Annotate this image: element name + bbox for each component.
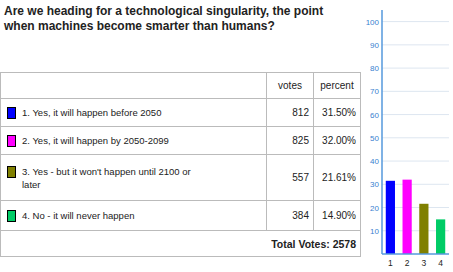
legend-swatch [7, 135, 16, 147]
y-tick-label: 10 [370, 227, 379, 236]
grid-line [382, 137, 449, 138]
row-label: 3. Yes - but it won't happen until 2100 … [22, 165, 191, 191]
x-axis [382, 253, 449, 255]
legend-swatch [7, 166, 16, 178]
grid-line [382, 161, 449, 162]
grid-line [382, 68, 449, 69]
grid-line [382, 114, 449, 115]
label-cell: 3. Yes - but it won't happen until 2100 … [1, 155, 267, 201]
grid-line [382, 44, 449, 45]
y-tick-label: 60 [370, 111, 379, 120]
votes-cell: 812 [267, 99, 314, 127]
legend-swatch [7, 210, 16, 222]
bar-chart: 10 20 30 40 50 60 70 80 90 100 1 2 3 4 [362, 0, 453, 272]
label-cell: 2. Yes, it will happen by 2050-2099 [1, 127, 267, 155]
data-row: 4. No - it will never happen 38414.90% [1, 201, 361, 231]
row-label: 1. Yes, it will happen before 2050 [22, 106, 161, 119]
row-label: 2. Yes, it will happen by 2050-2099 [22, 134, 169, 147]
y-tick-label: 30 [370, 180, 379, 189]
bar [436, 219, 445, 254]
bar [403, 180, 412, 254]
total-row: Total Votes: 2578 [1, 231, 361, 257]
percent-cell: 14.90% [314, 201, 361, 231]
grid-line [382, 21, 449, 22]
percent-cell: 31.50% [314, 99, 361, 127]
header-row: votespercent [1, 73, 361, 99]
data-row: 1. Yes, it will happen before 2050 81231.… [1, 99, 361, 127]
votes-cell: 825 [267, 127, 314, 155]
y-tick-label: 90 [370, 41, 379, 50]
title: Are we heading for a technological singu… [4, 4, 356, 34]
total-cell: Total Votes: 2578 [1, 231, 361, 257]
percent-cell: 21.61% [314, 155, 361, 201]
header-cell [1, 73, 267, 99]
data-row: 3. Yes - but it won't happen until 2100 … [1, 155, 361, 201]
header-cell: percent [314, 73, 361, 99]
y-tick-label: 80 [370, 64, 379, 73]
label-cell: 1. Yes, it will happen before 2050 [1, 99, 267, 127]
poll-table: votespercent1. Yes, it will happen befor… [0, 72, 361, 257]
y-tick-label: 70 [370, 87, 379, 96]
x-tick-label: 3 [422, 258, 427, 268]
x-tick-label: 4 [438, 258, 443, 268]
bars [386, 180, 445, 254]
data-row: 2. Yes, it will happen by 2050-2099 82532… [1, 127, 361, 155]
bar [419, 204, 428, 254]
percent-cell: 32.00% [314, 127, 361, 155]
y-tick-label: 100 [366, 18, 380, 27]
header-cell: votes [267, 73, 314, 99]
y-axis [381, 10, 383, 254]
votes-cell: 557 [267, 155, 314, 201]
y-tick-label: 20 [370, 204, 379, 213]
x-tick-label: 2 [405, 258, 410, 268]
votes-cell: 384 [267, 201, 314, 231]
legend-swatch [7, 107, 16, 119]
y-tick-label: 40 [370, 157, 379, 166]
label-cell: 4. No - it will never happen [1, 201, 267, 231]
row-label: 4. No - it will never happen [22, 209, 134, 222]
bar [386, 181, 395, 254]
x-tick-label: 1 [388, 258, 393, 268]
grid-line [382, 91, 449, 92]
y-tick-label: 50 [370, 134, 379, 143]
